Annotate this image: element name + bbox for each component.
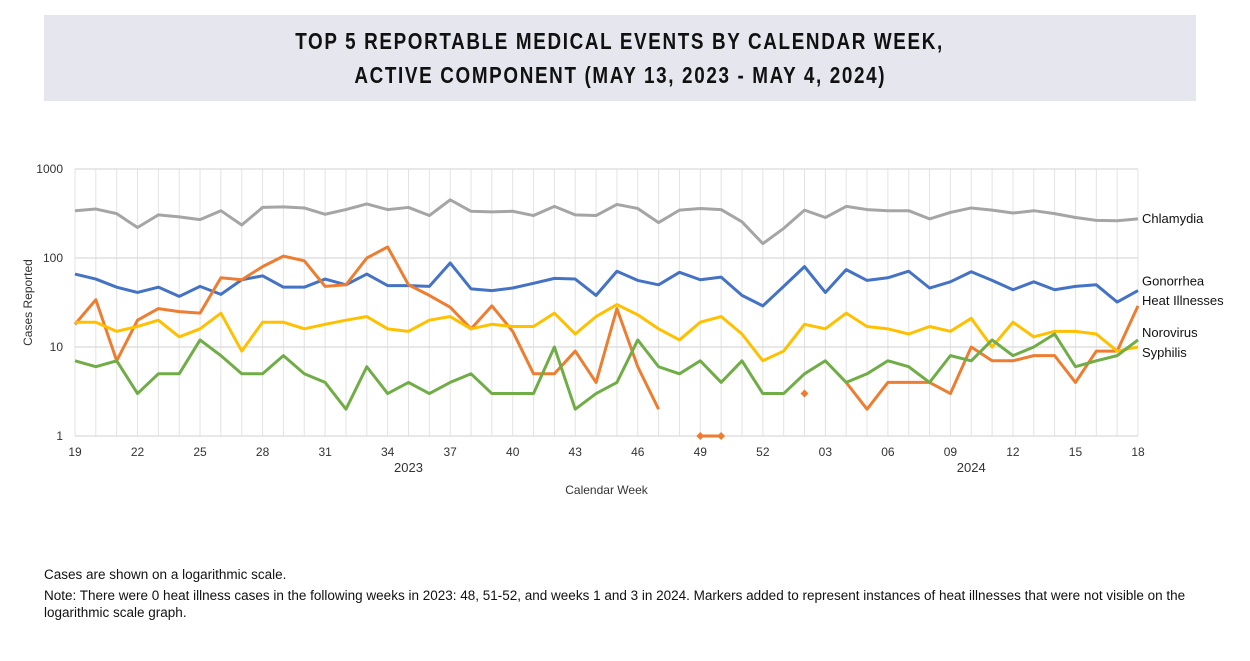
heat-illnesses-label: Heat Illnesses	[1142, 293, 1224, 308]
x-tick-label: 43	[569, 445, 583, 459]
zero-cases-note: Note: There were 0 heat illness cases in…	[44, 588, 1186, 620]
scale-note: Cases are shown on a logarithmic scale.	[44, 567, 287, 582]
x-tick-label: 49	[694, 445, 708, 459]
x-tick-label: 28	[256, 445, 270, 459]
x-tick-label: 46	[631, 445, 645, 459]
x-axis-title: Calendar Week	[565, 483, 648, 497]
chlamydia-line	[74, 198, 1139, 246]
x-tick-label: 22	[131, 445, 145, 459]
x-tick-label: 25	[193, 445, 207, 459]
gonorrhea-line	[74, 261, 1139, 308]
x-tick-label: 06	[881, 445, 895, 459]
x-tick-label: 40	[506, 445, 520, 459]
x-tick-label: 19	[68, 445, 82, 459]
x-tick-label: 31	[318, 445, 332, 459]
syphilis-line	[74, 332, 1139, 411]
x-tick-label: 15	[1069, 445, 1083, 459]
title-banner: TOP 5 REPORTABLE MEDICAL EVENTS BY CALEN…	[44, 15, 1196, 101]
x-tick-label: 09	[944, 445, 958, 459]
chart-title-line1: TOP 5 REPORTABLE MEDICAL EVENTS BY CALEN…	[295, 28, 945, 54]
chlamydia-label: Chlamydia	[1142, 211, 1204, 226]
gonorrhea-label: Gonorrhea	[1142, 274, 1205, 289]
year-label: 2023	[394, 460, 423, 475]
y-tick-label: 100	[43, 251, 63, 265]
year-label: 2024	[957, 460, 986, 475]
x-tick-label: 34	[381, 445, 395, 459]
y-tick-label: 1	[56, 429, 63, 443]
x-tick-label: 52	[756, 445, 770, 459]
heat-illnesses-marker	[696, 432, 705, 440]
y-axis-title: Cases Reported	[21, 259, 35, 346]
syphilis-label: Syphilis	[1142, 345, 1187, 360]
chart-title-line2: ACTIVE COMPONENT (MAY 13, 2023 - MAY 4, …	[354, 62, 886, 88]
y-tick-label: 1000	[36, 162, 63, 176]
heat-illnesses-marker	[717, 432, 726, 440]
norovirus-line	[75, 303, 1139, 363]
x-tick-label: 18	[1131, 445, 1145, 459]
x-tick-label: 03	[819, 445, 833, 459]
x-tick-label: 37	[443, 445, 457, 459]
norovirus-label: Norovirus	[1142, 325, 1198, 340]
x-tick-label: 12	[1006, 445, 1020, 459]
y-tick-label: 10	[50, 340, 64, 354]
heat-illnesses-marker	[800, 389, 809, 398]
